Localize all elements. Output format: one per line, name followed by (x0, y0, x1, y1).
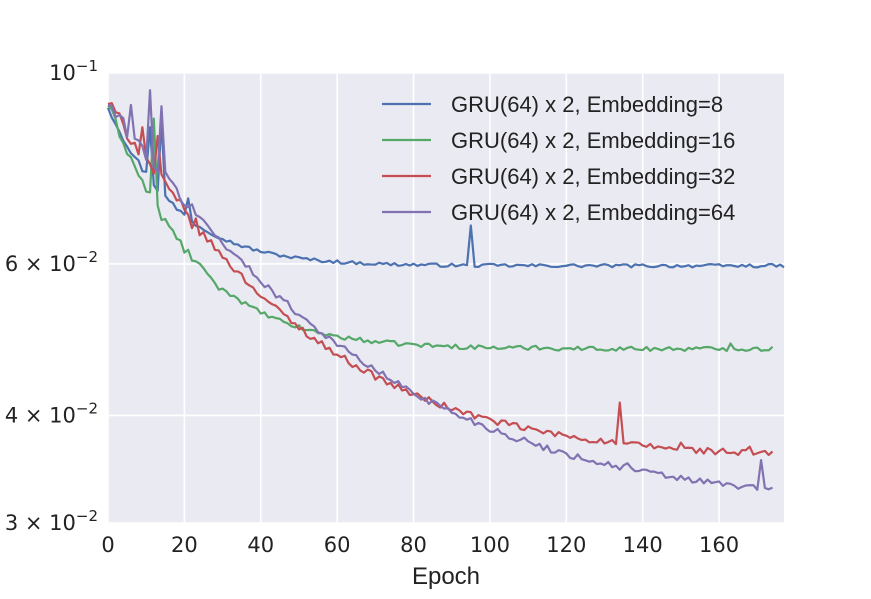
series-line (107, 105, 774, 353)
y-tick-label: 6 × 10−2 (5, 248, 98, 276)
y-tick-labels: 10−1 6 × 10−2 4 × 10−2 3 × 10−2 (5, 57, 98, 535)
x-tick-label: 160 (699, 533, 739, 557)
x-tick-label: 60 (324, 533, 351, 557)
legend-label: GRU(64) x 2, Embedding=32 (451, 164, 735, 189)
series-line (107, 102, 774, 457)
series-lines (106, 89, 785, 491)
x-tick-labels: 0 20 40 60 80 100 120 140 160 (101, 533, 739, 557)
x-tick-label: 80 (400, 533, 427, 557)
legend-label: GRU(64) x 2, Embedding=64 (451, 200, 735, 225)
x-tick-label: 100 (470, 533, 510, 557)
x-tick-label: 140 (623, 533, 663, 557)
y-tick-label: 3 × 10−2 (5, 507, 98, 535)
y-tick-label: 10−1 (49, 57, 98, 85)
legend: GRU(64) x 2, Embedding=8 GRU(64) x 2, Emb… (382, 92, 735, 225)
x-tick-label: 40 (247, 533, 274, 557)
x-tick-label: 120 (546, 533, 586, 557)
x-axis-label: Epoch (412, 563, 480, 590)
x-tick-label: 0 (101, 533, 114, 557)
y-tick-label: 4 × 10−2 (5, 399, 98, 427)
legend-label: GRU(64) x 2, Embedding=16 (451, 128, 735, 153)
series-line (107, 89, 773, 491)
legend-label: GRU(64) x 2, Embedding=8 (451, 92, 723, 117)
x-tick-label: 20 (171, 533, 198, 557)
